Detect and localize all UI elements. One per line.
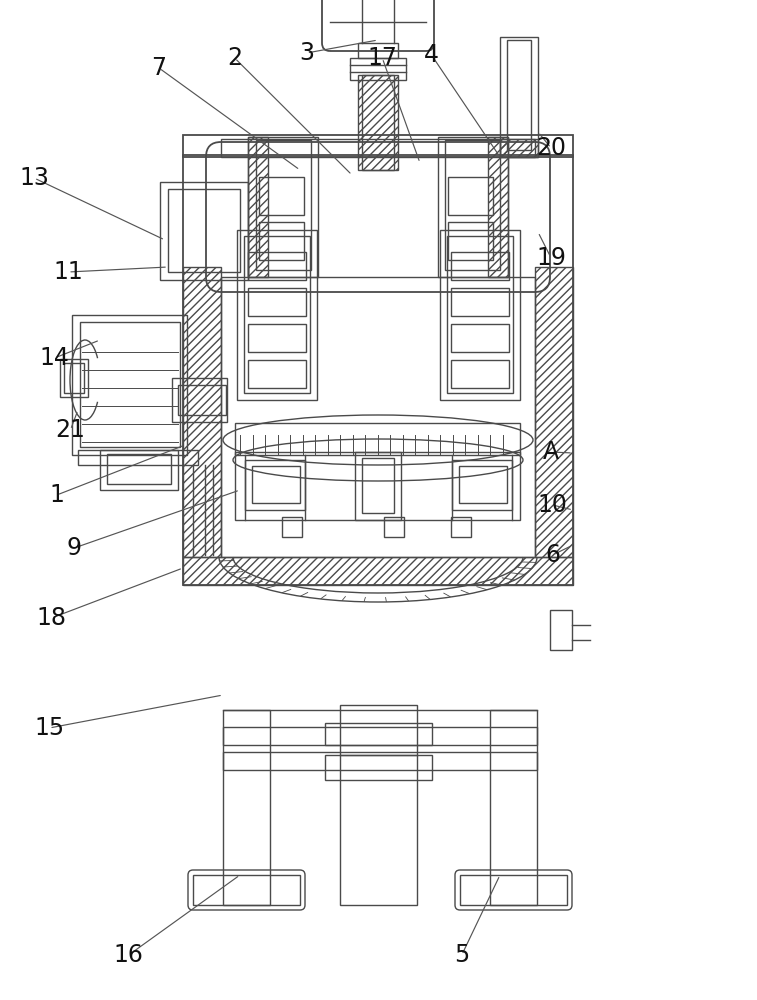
Text: 18: 18 <box>36 606 67 630</box>
Bar <box>535 267 573 557</box>
Bar <box>362 458 394 513</box>
Bar <box>221 139 535 157</box>
Bar <box>183 557 573 585</box>
Text: 4: 4 <box>424 43 439 67</box>
Text: 7: 7 <box>151 56 167 80</box>
Bar <box>358 75 398 170</box>
Bar <box>183 267 221 557</box>
Bar <box>193 875 300 905</box>
Bar <box>252 466 300 503</box>
Bar <box>550 610 572 650</box>
Text: 13: 13 <box>19 166 49 190</box>
Bar <box>248 288 306 316</box>
Bar <box>452 460 512 510</box>
Text: 10: 10 <box>537 493 568 517</box>
Bar <box>384 517 404 537</box>
Bar <box>488 137 508 277</box>
Bar <box>259 222 304 260</box>
Text: 6: 6 <box>545 543 560 567</box>
Bar <box>78 450 198 465</box>
Bar <box>248 324 306 352</box>
Bar <box>256 140 311 270</box>
Bar <box>451 360 509 388</box>
Bar <box>248 252 306 280</box>
Bar <box>459 466 507 503</box>
Bar <box>445 140 500 270</box>
Text: 21: 21 <box>55 418 86 442</box>
Bar <box>362 75 394 170</box>
Bar <box>183 155 573 585</box>
Bar <box>221 277 535 557</box>
Bar <box>325 723 432 745</box>
Bar <box>507 40 531 150</box>
Bar <box>451 324 509 352</box>
Bar <box>235 452 520 520</box>
Text: 15: 15 <box>34 716 64 740</box>
Text: 11: 11 <box>53 260 83 284</box>
Bar <box>451 517 471 537</box>
Text: 19: 19 <box>536 246 566 270</box>
Text: 5: 5 <box>454 943 469 967</box>
Bar <box>500 37 538 157</box>
Bar <box>248 137 268 277</box>
Text: 16: 16 <box>114 943 144 967</box>
Bar <box>325 755 432 780</box>
Bar <box>248 137 318 277</box>
Bar <box>490 710 537 905</box>
Bar <box>358 43 398 58</box>
Bar <box>223 752 537 770</box>
Bar <box>350 58 406 80</box>
Bar <box>500 139 538 157</box>
Bar <box>178 385 226 415</box>
Bar <box>235 423 520 455</box>
Bar <box>447 236 513 393</box>
Bar <box>64 363 84 393</box>
Bar <box>237 230 317 400</box>
Bar <box>80 322 180 447</box>
Bar <box>448 222 493 260</box>
Bar <box>259 177 304 215</box>
Bar <box>451 252 509 280</box>
Bar <box>223 710 270 905</box>
Bar <box>160 182 248 280</box>
Bar <box>244 236 310 393</box>
Bar <box>245 460 305 510</box>
Bar <box>172 378 227 422</box>
Bar <box>100 450 178 490</box>
Bar <box>451 288 509 316</box>
Bar <box>440 230 520 400</box>
Bar <box>340 705 417 905</box>
Text: 14: 14 <box>39 346 70 370</box>
Bar <box>282 517 302 537</box>
Bar <box>72 315 187 455</box>
Text: 3: 3 <box>299 41 314 65</box>
Bar <box>183 135 573 157</box>
Text: 20: 20 <box>536 136 566 160</box>
Bar <box>107 454 171 484</box>
Bar <box>448 177 493 215</box>
Bar <box>355 452 401 520</box>
Bar <box>248 360 306 388</box>
Text: 9: 9 <box>67 536 82 560</box>
Bar <box>438 137 508 277</box>
Bar <box>460 875 567 905</box>
Text: 17: 17 <box>367 46 397 70</box>
Text: 2: 2 <box>227 46 242 70</box>
Text: A: A <box>543 440 559 464</box>
Bar <box>223 727 537 745</box>
Text: 1: 1 <box>49 483 64 507</box>
Bar <box>168 189 240 272</box>
Bar <box>60 359 88 397</box>
